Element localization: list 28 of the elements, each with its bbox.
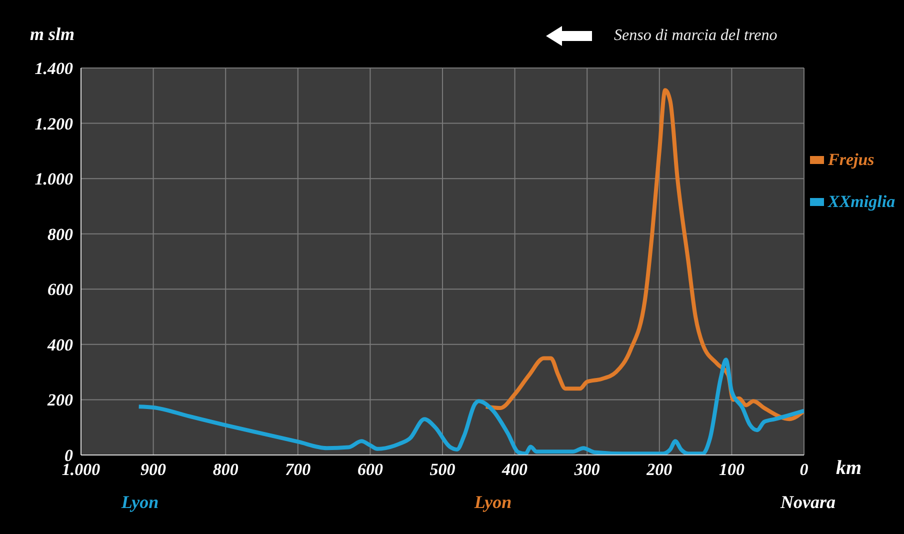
text: Senso di marcia del treno xyxy=(614,27,778,45)
x-tick-label: 0 xyxy=(800,460,809,480)
legend-label: Frejus xyxy=(828,150,874,170)
x-tick-label: 200 xyxy=(646,460,673,480)
y-tick-label: 600 xyxy=(48,280,74,300)
y-tick-label: 1.200 xyxy=(34,114,74,134)
x-tick-label: 600 xyxy=(357,460,384,480)
y-tick-label: 800 xyxy=(48,224,74,244)
x-tick-label: 100 xyxy=(718,460,745,480)
x-tick-label: 500 xyxy=(430,460,456,480)
line-series xyxy=(484,88,804,422)
y-axis-title: m slm xyxy=(30,24,75,45)
x-tick-label: 1.000 xyxy=(62,460,101,480)
text: Lyon xyxy=(474,492,512,513)
text: km xyxy=(836,457,862,480)
y-tick-label: 1.400 xyxy=(34,59,74,78)
line-series xyxy=(136,358,804,455)
x-tick-label: 700 xyxy=(285,460,312,480)
x-tick-label: 900 xyxy=(140,460,167,480)
legend-label: XXmiglia xyxy=(828,192,896,212)
y-tick-label: 200 xyxy=(46,390,74,410)
text: Novara xyxy=(780,492,836,513)
x-tick-label: 400 xyxy=(501,460,528,480)
y-tick-label: 1.000 xyxy=(34,170,74,189)
text: Lyon xyxy=(121,492,159,513)
x-tick-label: 800 xyxy=(212,460,239,480)
y-tick-label: 400 xyxy=(46,335,74,354)
x-tick-label: 300 xyxy=(573,460,600,480)
